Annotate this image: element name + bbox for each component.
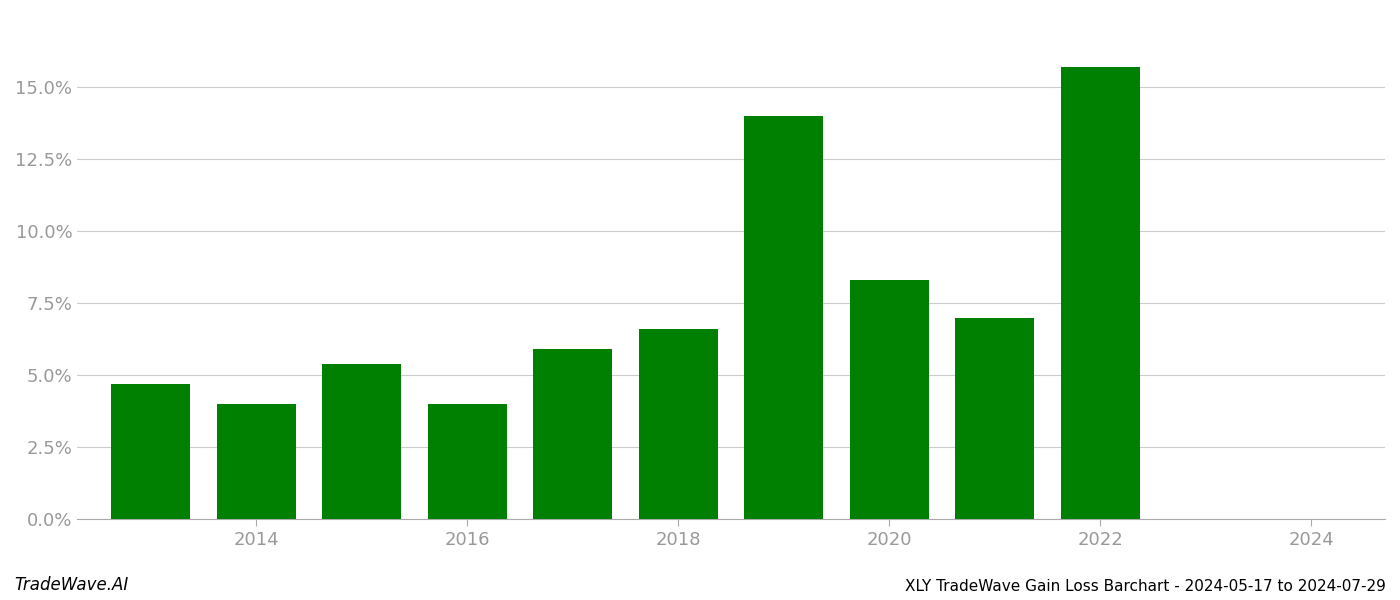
Bar [745, 116, 823, 519]
Bar [638, 329, 718, 519]
Bar [428, 404, 507, 519]
Bar [1061, 67, 1140, 519]
Bar [112, 384, 190, 519]
Bar [850, 280, 928, 519]
Bar [217, 404, 295, 519]
Bar [533, 349, 612, 519]
Bar [955, 317, 1035, 519]
Text: XLY TradeWave Gain Loss Barchart - 2024-05-17 to 2024-07-29: XLY TradeWave Gain Loss Barchart - 2024-… [906, 579, 1386, 594]
Bar [322, 364, 402, 519]
Text: TradeWave.AI: TradeWave.AI [14, 576, 129, 594]
